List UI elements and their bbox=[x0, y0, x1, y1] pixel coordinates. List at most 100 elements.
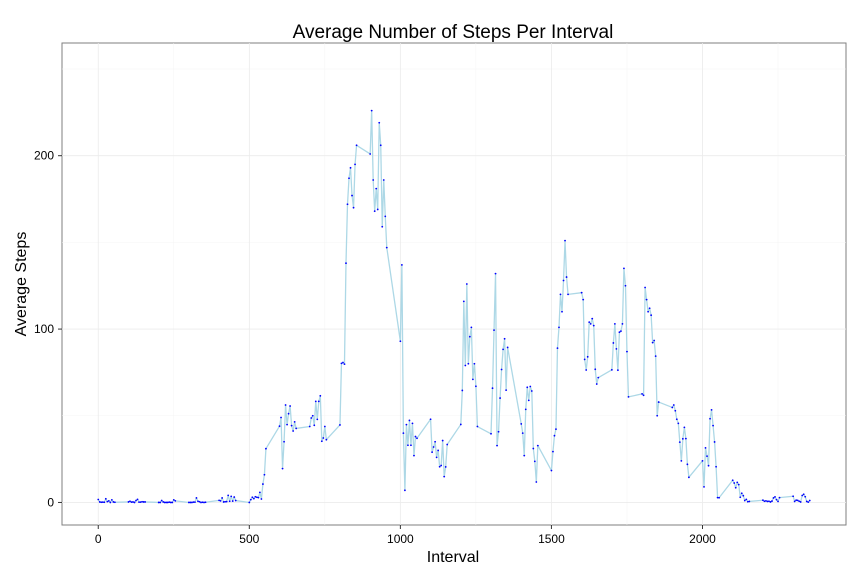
data-point bbox=[648, 307, 651, 310]
data-point bbox=[352, 206, 355, 209]
data-point bbox=[407, 444, 409, 447]
plot-area bbox=[61, 42, 847, 526]
data-point bbox=[194, 501, 196, 504]
data-point bbox=[471, 378, 474, 381]
data-point bbox=[400, 264, 403, 266]
data-point bbox=[588, 321, 591, 324]
data-point bbox=[521, 432, 524, 435]
data-point bbox=[278, 425, 281, 428]
data-point bbox=[227, 494, 230, 497]
data-point bbox=[618, 331, 621, 334]
data-point bbox=[410, 444, 412, 447]
data-point bbox=[408, 419, 411, 422]
data-point bbox=[710, 408, 713, 411]
data-point bbox=[523, 454, 526, 457]
data-point bbox=[104, 497, 107, 500]
data-point bbox=[769, 501, 772, 503]
data-point bbox=[234, 499, 237, 502]
data-point bbox=[133, 501, 136, 504]
data-point bbox=[704, 446, 707, 449]
data-point bbox=[778, 496, 781, 499]
data-point bbox=[777, 500, 779, 503]
data-point bbox=[805, 500, 808, 503]
data-point bbox=[225, 500, 228, 503]
data-point bbox=[381, 225, 384, 228]
data-point bbox=[768, 500, 770, 503]
data-point bbox=[200, 501, 202, 504]
x-tick-label: 1000 bbox=[387, 532, 414, 546]
data-point bbox=[258, 491, 261, 494]
data-point bbox=[771, 500, 773, 502]
data-point bbox=[808, 499, 811, 502]
data-point bbox=[671, 406, 674, 409]
data-point bbox=[807, 501, 810, 504]
data-point bbox=[615, 347, 618, 350]
data-point bbox=[444, 466, 447, 468]
data-point bbox=[189, 501, 192, 504]
data-point bbox=[642, 394, 645, 397]
data-point bbox=[416, 437, 418, 440]
data-point bbox=[804, 495, 807, 498]
data-point bbox=[435, 456, 438, 459]
data-point bbox=[500, 368, 503, 371]
data-point bbox=[520, 423, 523, 425]
data-point bbox=[168, 501, 171, 504]
data-point bbox=[597, 376, 600, 379]
data-point bbox=[127, 501, 130, 503]
data-point bbox=[370, 109, 373, 112]
data-point bbox=[686, 463, 689, 466]
data-point bbox=[308, 425, 311, 428]
data-point bbox=[468, 335, 471, 338]
data-point bbox=[429, 418, 432, 421]
data-point bbox=[647, 310, 650, 313]
data-point bbox=[248, 501, 251, 504]
data-point bbox=[320, 440, 323, 443]
data-point bbox=[502, 348, 504, 351]
data-point bbox=[142, 501, 145, 503]
data-point bbox=[737, 483, 740, 486]
data-point bbox=[683, 426, 686, 429]
data-point bbox=[132, 501, 134, 503]
data-point bbox=[731, 479, 734, 482]
data-point bbox=[585, 369, 588, 371]
data-point bbox=[323, 425, 326, 428]
data-point bbox=[473, 362, 476, 365]
data-point bbox=[459, 423, 462, 426]
data-point bbox=[292, 430, 295, 432]
data-point bbox=[431, 451, 433, 454]
data-point bbox=[354, 163, 356, 166]
grid-layer bbox=[62, 43, 846, 525]
data-point bbox=[257, 496, 260, 499]
data-point bbox=[201, 501, 204, 504]
data-point bbox=[172, 498, 175, 501]
data-point bbox=[113, 501, 116, 504]
data-point bbox=[621, 322, 624, 325]
series-line-layer bbox=[97, 109, 811, 504]
data-point bbox=[707, 464, 710, 467]
data-point bbox=[762, 499, 764, 502]
data-point bbox=[613, 322, 616, 325]
y-axis-title: Average Steps bbox=[13, 232, 30, 337]
data-point bbox=[653, 339, 656, 342]
data-point bbox=[159, 501, 162, 504]
data-point bbox=[251, 496, 254, 499]
y-tick-label: 200 bbox=[34, 149, 54, 163]
x-tick-label: 1500 bbox=[538, 532, 565, 546]
data-point bbox=[136, 498, 139, 501]
data-point bbox=[716, 496, 719, 499]
data-point bbox=[736, 481, 739, 484]
series-point-layer bbox=[97, 109, 811, 504]
data-point bbox=[280, 416, 282, 419]
data-point bbox=[110, 498, 113, 501]
data-point bbox=[382, 179, 385, 181]
data-point bbox=[228, 500, 231, 503]
data-point bbox=[491, 387, 494, 390]
data-point bbox=[191, 501, 193, 504]
data-point bbox=[440, 464, 443, 467]
data-point bbox=[774, 496, 776, 498]
data-point bbox=[493, 329, 495, 332]
data-point bbox=[103, 501, 106, 504]
data-point bbox=[287, 412, 290, 415]
data-point bbox=[650, 314, 653, 317]
data-point bbox=[748, 500, 751, 503]
